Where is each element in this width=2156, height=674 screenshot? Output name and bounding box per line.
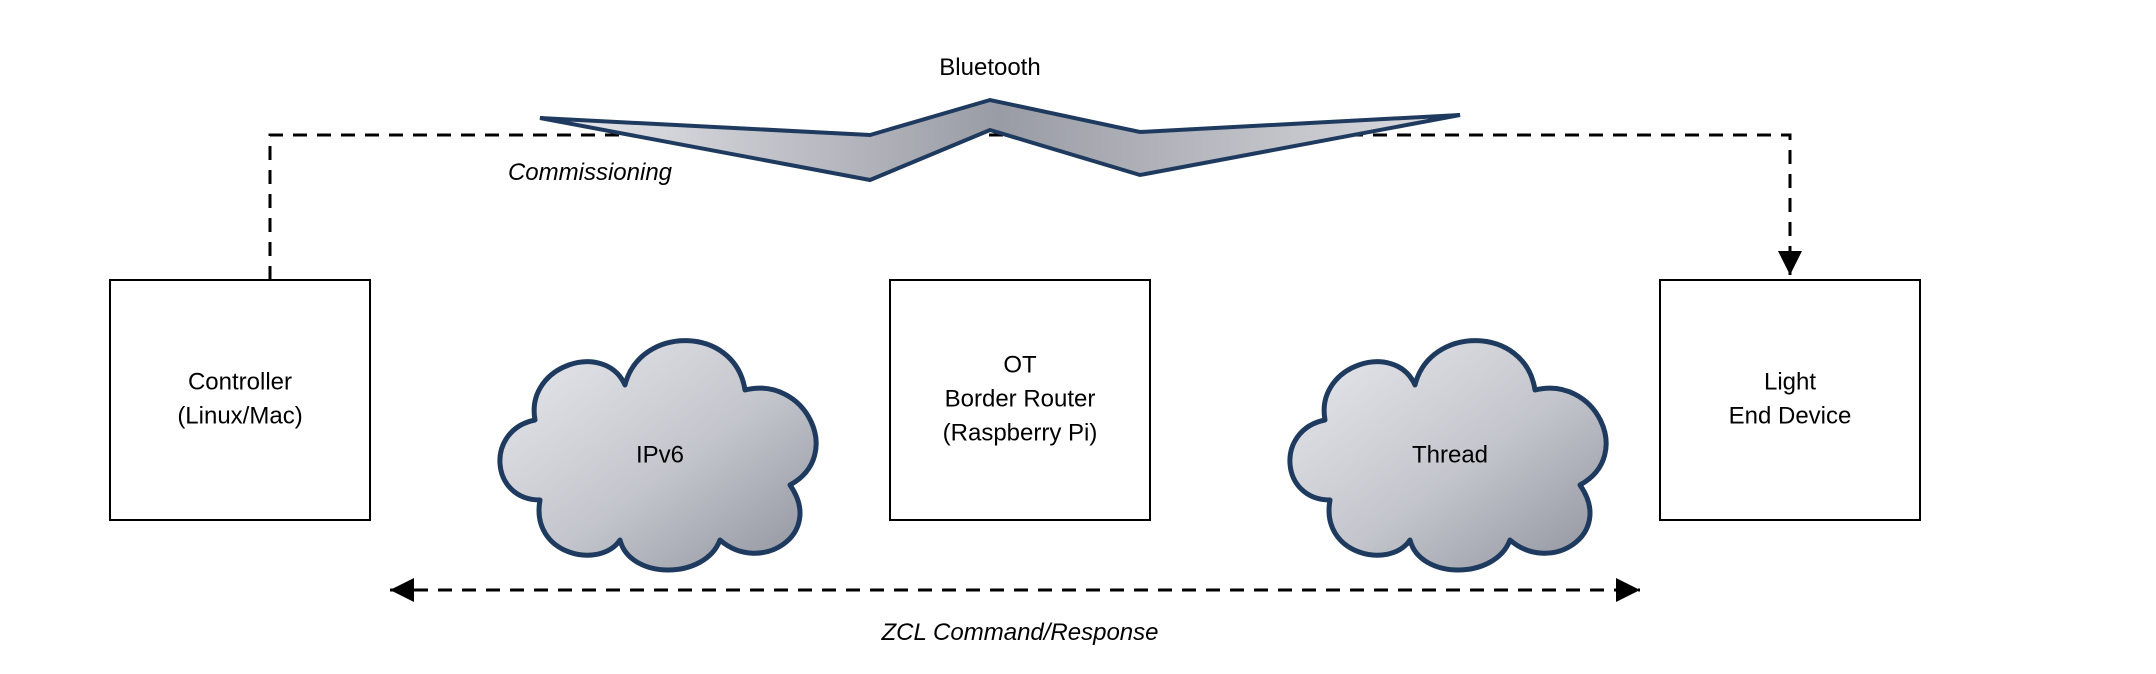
- bluetooth-label: Bluetooth: [939, 54, 1040, 81]
- light-label-0: Light: [1764, 368, 1816, 395]
- thread-cloud: Thread: [1290, 341, 1606, 570]
- controller-node: Controller (Linux/Mac): [110, 280, 370, 520]
- commissioning-label: Commissioning: [508, 159, 673, 186]
- zcl-label: ZCL Command/Response: [880, 619, 1158, 646]
- arrowhead-zcl-right: [1616, 578, 1640, 602]
- border-router-label-0: OT: [1003, 351, 1037, 378]
- ipv6-cloud: IPv6: [500, 341, 816, 570]
- controller-label-1: (Linux/Mac): [177, 402, 302, 429]
- arrowhead-zcl-left: [390, 578, 414, 602]
- light-node: Light End Device: [1660, 280, 1920, 520]
- bluetooth-ribbon: [540, 100, 1460, 180]
- light-label-1: End Device: [1729, 402, 1852, 429]
- commissioning-link: [270, 135, 1790, 280]
- border-router-node: OT Border Router (Raspberry Pi): [890, 280, 1150, 520]
- controller-label-0: Controller: [188, 368, 292, 395]
- architecture-diagram: Controller (Linux/Mac) IPv6 OT Border Ro…: [0, 0, 2156, 674]
- border-router-label-2: (Raspberry Pi): [943, 419, 1098, 446]
- arrowhead-commissioning: [1778, 251, 1802, 275]
- svg-text:IPv6: IPv6: [636, 441, 684, 468]
- border-router-label-1: Border Router: [945, 385, 1096, 412]
- svg-text:Thread: Thread: [1412, 441, 1488, 468]
